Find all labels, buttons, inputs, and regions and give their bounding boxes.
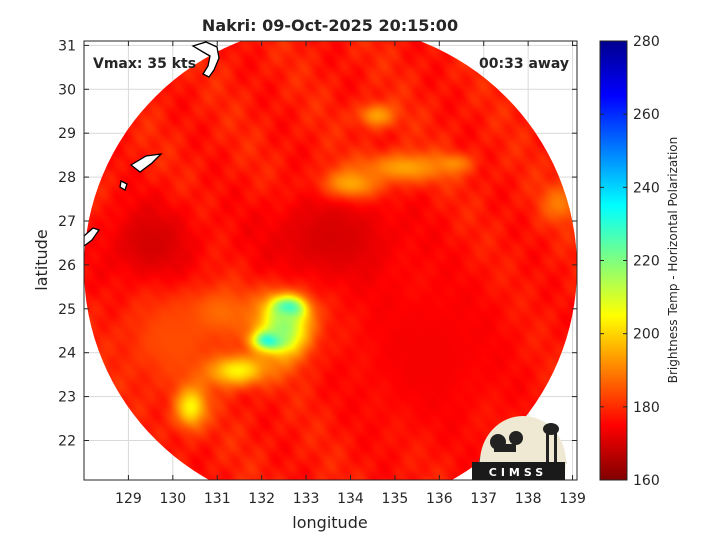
colorbar-tick-label: 240 [633,180,660,196]
chart-title: Nakri: 09-Oct-2025 20:15:00 [202,16,458,35]
colorbar-tick-label: 260 [633,107,660,123]
x-tick-label: 136 [426,491,453,507]
y-axis-ticks: 22 23 24 25 26 27 28 29 30 31 [58,38,577,449]
island-coastline [191,41,220,78]
x-tick-label: 131 [204,491,231,507]
y-tick-label: 29 [58,126,76,142]
x-axis-label: longitude [292,513,367,532]
x-tick-label: 134 [337,491,364,507]
coastlines [84,41,220,247]
colorbar [599,40,628,481]
y-tick-label: 31 [58,38,76,54]
vmax-label: Vmax: 35 kts [93,56,196,72]
brightness-temp-swath [84,41,577,480]
y-tick-label: 22 [58,433,76,449]
x-tick-label: 137 [470,491,497,507]
y-tick-label: 30 [58,82,76,98]
island-coastline [119,180,128,191]
x-tick-label: 130 [159,491,186,507]
colorbar-tick-label: 220 [633,254,660,270]
y-tick-label: 26 [58,258,76,274]
colorbar-tick-label: 280 [633,34,660,50]
colorbar-tick-label: 200 [633,327,660,343]
x-tick-label: 139 [559,491,586,507]
cimss-logo: CIMSS [472,416,567,480]
colorbar-label: Brightness Temp - Horizontal Polarizatio… [666,137,680,384]
x-tick-label: 132 [248,491,275,507]
colorbar-tick-label: 180 [633,400,660,416]
y-tick-label: 28 [58,170,76,186]
y-tick-label: 24 [58,346,76,362]
x-tick-label: 129 [115,491,142,507]
cimss-logo-text: CIMSS [489,466,547,479]
y-tick-label: 23 [58,390,76,406]
y-tick-label: 27 [58,214,76,230]
colorbar-ticks: 160 180 200 220 240 260 280 [600,34,660,489]
time-away-label: 00:33 away [479,56,569,72]
island-coastline [129,153,163,173]
x-tick-label: 138 [515,491,542,507]
axes-frame [83,40,578,481]
colorbar-tick-label: 160 [633,473,660,489]
x-axis-ticks: 129 130 131 132 133 134 135 136 137 138 139 [115,41,586,507]
island-coastline [84,227,101,247]
x-tick-label: 135 [382,491,409,507]
y-axis-label: latitude [32,229,51,290]
x-tick-label: 133 [293,491,320,507]
y-tick-label: 25 [58,302,76,318]
